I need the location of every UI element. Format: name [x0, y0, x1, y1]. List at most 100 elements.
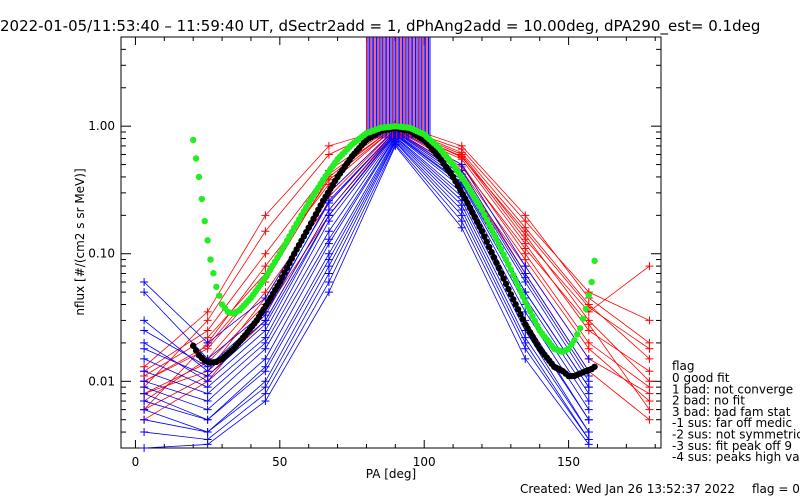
black-fit-point: [495, 264, 503, 272]
green-fit-point: [192, 155, 200, 162]
red-spectrum-point: [261, 262, 270, 271]
green-fit-point: [585, 292, 593, 299]
green-fit-point: [481, 211, 488, 219]
red-spectrum-point: [645, 354, 654, 363]
blue-spectrum-point: [203, 428, 212, 437]
x-axis-label: PA [deg]: [366, 467, 416, 481]
blue-spectrum-point: [261, 389, 270, 398]
legend-item: -4 sus: peaks high va: [672, 450, 800, 464]
black-fit-point: [517, 311, 524, 318]
green-fit-point: [500, 251, 507, 258]
blue-spectrum-point: [324, 269, 333, 278]
green-fit-point: [195, 173, 203, 181]
flag-status: flag = 0: [752, 482, 800, 496]
center-spikes: [365, 37, 431, 139]
blue-spectrum-point: [140, 415, 149, 424]
y-tick-label: 0.10: [88, 247, 115, 261]
blue-spectrum-point: [261, 367, 270, 376]
black-fit-point: [471, 213, 478, 221]
green-fit-point: [201, 217, 208, 225]
green-fit-point: [490, 231, 498, 238]
red-spectrum-point: [645, 344, 654, 353]
green-fit-point: [526, 308, 534, 315]
green-fit-point: [215, 292, 223, 299]
red-spectrum-point: [324, 141, 333, 150]
blue-spectrum-line: [143, 134, 590, 402]
green-fit-point: [531, 317, 539, 325]
blue-spectrum-point: [584, 354, 593, 363]
black-fit-point: [591, 363, 598, 370]
red-spectrum-point: [457, 145, 466, 154]
green-fit-point: [198, 195, 206, 203]
black-fit-point: [469, 209, 476, 216]
green-fit-point: [512, 277, 519, 284]
red-spectrum-point: [324, 150, 333, 159]
green-fit-point: [204, 237, 211, 244]
black-fit-point: [488, 249, 495, 256]
black-fit-point: [485, 243, 493, 251]
red-spectrum-point: [645, 262, 654, 271]
blue-spectrum-point: [261, 344, 270, 353]
blue-spectrum-point: [140, 326, 149, 335]
red-spectrum-line: [143, 129, 650, 410]
x-tick-label: 0: [132, 455, 140, 469]
blue-spectrum-point: [203, 440, 212, 449]
blue-spectrum-point: [324, 239, 333, 248]
black-fit-point: [189, 342, 197, 349]
blue-spectrum-point: [324, 211, 333, 220]
green-fit-point: [534, 322, 541, 329]
blue-spectrum-point: [261, 397, 270, 406]
red-spectrum-point: [645, 389, 654, 398]
blue-spectrum-point: [324, 262, 333, 271]
red-spectrum-point: [521, 244, 530, 253]
red-spectrum-point: [203, 307, 212, 316]
blue-spectrum-point: [521, 262, 530, 271]
y-axis-label: nflux [#/(cm2 s sr MeV)]: [73, 168, 87, 315]
blue-spectrum-point: [140, 316, 149, 325]
green-fit-point: [524, 303, 531, 310]
blue-spectrum-point: [584, 428, 593, 437]
black-fit-point: [476, 223, 483, 230]
black-fit-point: [483, 238, 490, 245]
green-fit-point: [522, 298, 529, 305]
legend-item: 1 bad: not converge: [672, 382, 793, 396]
green-fit-point: [495, 241, 503, 248]
legend-title: flag: [672, 359, 695, 373]
green-fit-point: [582, 305, 590, 313]
blue-spectrum-point: [140, 444, 149, 452]
blue-spectrum-point: [140, 288, 149, 297]
blue-spectrum-point: [261, 354, 270, 363]
blue-spectrum-point: [391, 141, 400, 150]
green-fit-point: [529, 312, 536, 320]
blue-spectrum-point: [140, 389, 149, 398]
blue-spectrum-point: [261, 320, 270, 329]
legend-item: 3 bad: bad fam stat: [672, 405, 791, 419]
y-tick-label: 1.00: [88, 119, 115, 133]
red-spectrum-point: [584, 344, 593, 353]
blue-spectrum-point: [203, 405, 212, 414]
black-fit-point: [478, 228, 486, 235]
blue-spectrum-point: [203, 372, 212, 381]
black-fit-point: [510, 296, 517, 303]
red-spectrum-point: [521, 235, 530, 244]
blue-spectrum-line: [143, 135, 590, 410]
black-fit-point: [519, 316, 527, 323]
legend-item: -1 sus: far off medic: [672, 416, 792, 430]
green-fit-point: [517, 287, 524, 295]
green-fit-point: [514, 282, 522, 289]
red-spectrum-point: [521, 217, 530, 226]
blue-spectrum-point: [584, 372, 593, 381]
black-fit-point: [288, 255, 296, 262]
blue-spectrum-point: [521, 344, 530, 353]
blue-spectrum-point: [203, 415, 212, 424]
chart-title: 2022-01-05/11:53:40 – 11:59:40 UT, dSect…: [0, 17, 760, 36]
black-fit-point: [279, 274, 286, 281]
red-spectrum-line: [143, 128, 650, 395]
blue-spectrum-point: [324, 288, 333, 297]
green-fit-point: [579, 315, 587, 322]
red-spectrum-point: [645, 405, 654, 414]
green-fit-point: [574, 331, 581, 338]
red-spectrum-point: [261, 249, 270, 258]
blue-spectrum-point: [203, 389, 212, 398]
x-tick-label: 100: [413, 455, 436, 469]
